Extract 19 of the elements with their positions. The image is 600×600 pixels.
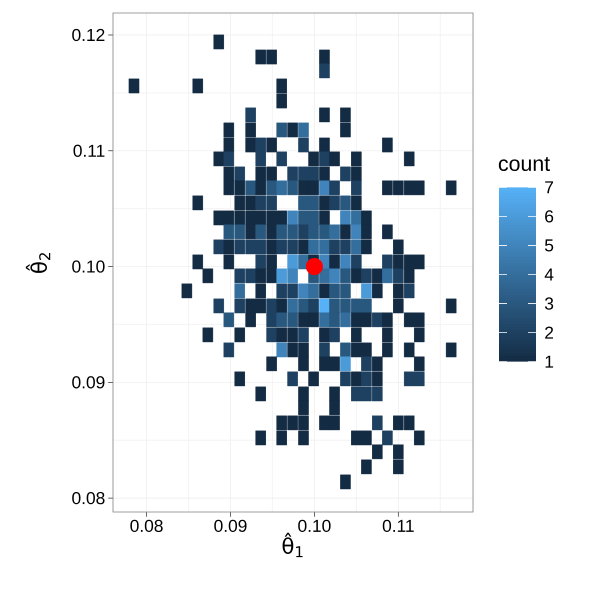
y-tick-label: 0.12 xyxy=(72,28,104,42)
x-tick-label: 0.11 xyxy=(382,520,414,532)
color-bar-label: 7 xyxy=(545,181,554,194)
y-axis-title: θ̂$_{2}$ xyxy=(26,253,50,273)
color-bar-label: 5 xyxy=(544,239,554,252)
color-bar-label: 4 xyxy=(544,268,554,280)
color-bar-label: 6 xyxy=(545,210,554,223)
y-tick-label: 0.08 xyxy=(72,492,105,504)
x-tick-label: 0.10 xyxy=(298,520,331,532)
color-bar-label: 3 xyxy=(544,297,554,310)
y-tick-label: 0.11 xyxy=(73,144,104,157)
x-tick-label: 0.08 xyxy=(130,520,163,532)
color-bar-label: 2 xyxy=(545,326,554,339)
color-bar-label: 1 xyxy=(546,356,554,368)
x-axis-title: θ̂$_{1}$ xyxy=(282,532,303,558)
color-bar-title: count xyxy=(498,157,550,172)
y-tick-label: 0.09 xyxy=(72,376,104,388)
y-tick-label: 0.10 xyxy=(72,260,105,273)
x-tick-label: 0.09 xyxy=(214,520,247,532)
